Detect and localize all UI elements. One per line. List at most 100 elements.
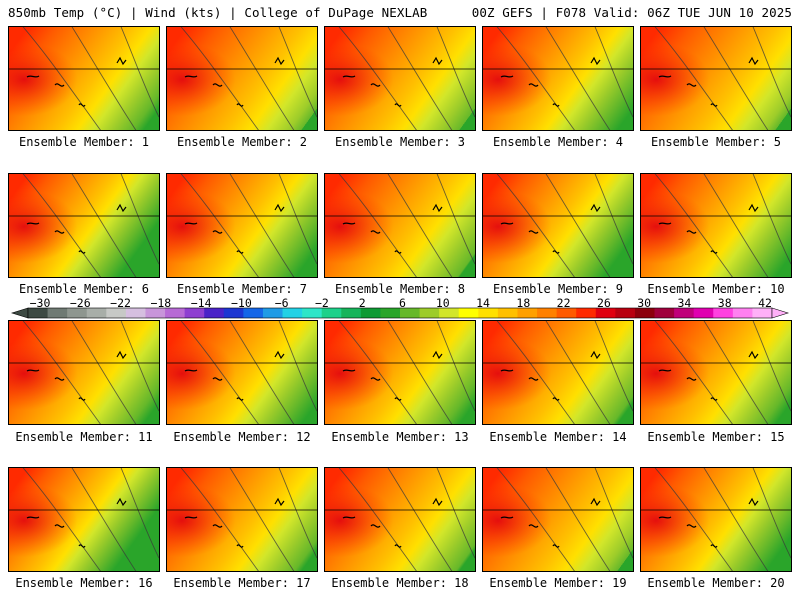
panel-label: Ensemble Member: 6 (18, 282, 150, 296)
colorbar-bin (282, 308, 303, 318)
colorbar-tick-label: −6 (274, 296, 289, 310)
colorbar-bin (145, 308, 166, 318)
ensemble-panel-13 (324, 320, 476, 425)
temperature-field-map (167, 321, 317, 424)
ensemble-panel-7 (166, 173, 318, 278)
ensemble-panel-20 (640, 467, 792, 572)
ensemble-panel-5 (640, 26, 792, 131)
ensemble-panel-15 (640, 320, 792, 425)
ensemble-panel-4 (482, 26, 634, 131)
colorbar-bin (732, 308, 753, 318)
colorbar-bin (400, 308, 421, 318)
colorbar-bin (67, 308, 88, 318)
colorbar-bin (517, 308, 538, 318)
model-run-valid-time: 00Z GEFS | F078 Valid: 06Z TUE JUN 10 20… (471, 5, 792, 20)
colorbar-bin (47, 308, 68, 318)
panel-label: Ensemble Member: 20 (647, 576, 785, 590)
panel-label: Ensemble Member: 4 (492, 135, 624, 149)
panel-label: Ensemble Member: 17 (173, 576, 311, 590)
colorbar-tick-label: 10 (435, 296, 450, 310)
panel-label: Ensemble Member: 3 (334, 135, 466, 149)
colorbar-bin (380, 308, 401, 318)
colorbar-bin (223, 308, 244, 318)
colorbar-min-arrow (10, 307, 29, 319)
colorbar-bin (556, 308, 577, 318)
panel-label: Ensemble Member: 12 (173, 430, 311, 444)
colorbar-tick-label: 30 (637, 296, 652, 310)
colorbar-bin (125, 308, 146, 318)
colorbar-tick-label: 38 (717, 296, 732, 310)
temperature-field-map (641, 468, 791, 571)
ensemble-panel-16 (8, 467, 160, 572)
temperature-field-map (167, 27, 317, 130)
panel-label: Ensemble Member: 13 (331, 430, 469, 444)
colorbar-tick-label: −10 (230, 296, 252, 310)
temperature-field-map (167, 174, 317, 277)
colorbar-tick-label: −18 (150, 296, 172, 310)
colorbar-bin (341, 308, 362, 318)
temperature-field-map (325, 321, 475, 424)
colorbar-bin (537, 308, 558, 318)
ensemble-panel-19 (482, 467, 634, 572)
colorbar-bin (165, 308, 186, 318)
colorbar-bin (243, 308, 264, 318)
temperature-field-map (167, 468, 317, 571)
colorbar-tick-label: 22 (556, 296, 571, 310)
chart-title: 850mb Temp (°C) | Wind (kts) | College o… (8, 5, 428, 20)
ensemble-panel-17 (166, 467, 318, 572)
ensemble-panel-14 (482, 320, 634, 425)
panel-label: Ensemble Member: 7 (176, 282, 308, 296)
colorbar-bin (360, 308, 381, 318)
temperature-field-map (483, 174, 633, 277)
colorbar-bin (634, 308, 656, 318)
panel-label: Ensemble Member: 15 (647, 430, 785, 444)
temperature-field-map (9, 321, 159, 424)
colorbar-bin (713, 308, 734, 318)
temperature-field-map (641, 321, 791, 424)
ensemble-panel-11 (8, 320, 160, 425)
colorbar-tick-label: 42 (758, 296, 772, 310)
panel-label: Ensemble Member: 9 (492, 282, 624, 296)
colorbar-bin (262, 308, 284, 318)
colorbar-bin (576, 308, 597, 318)
temperature-colorbar (10, 307, 790, 319)
colorbar-tick-label: −30 (29, 296, 51, 310)
colorbar-bin (204, 308, 225, 318)
colorbar-bin (419, 308, 440, 318)
colorbar-bin (615, 308, 636, 318)
colorbar-bin (674, 308, 695, 318)
colorbar-bin (106, 308, 127, 318)
temperature-field-map (641, 27, 791, 130)
temperature-field-map (9, 174, 159, 277)
panel-label: Ensemble Member: 8 (334, 282, 466, 296)
colorbar-tick-label: −22 (110, 296, 131, 310)
panel-label: Ensemble Member: 5 (650, 135, 782, 149)
colorbar-bin (752, 308, 773, 318)
ensemble-panel-8 (324, 173, 476, 278)
ensemble-panel-3 (324, 26, 476, 131)
temperature-field-map (325, 27, 475, 130)
colorbar-tick-label: −26 (69, 296, 91, 310)
colorbar-bin (595, 308, 616, 318)
panel-label: Ensemble Member: 18 (331, 576, 469, 590)
temperature-field-map (483, 27, 633, 130)
colorbar-tick-label: 18 (516, 296, 531, 310)
ensemble-panel-18 (324, 467, 476, 572)
panel-label: Ensemble Member: 19 (489, 576, 627, 590)
colorbar-bin (439, 308, 460, 318)
panel-label: Ensemble Member: 16 (15, 576, 153, 590)
panel-label: Ensemble Member: 11 (15, 430, 153, 444)
colorbar-bin (28, 308, 49, 318)
colorbar-bin (497, 308, 518, 318)
panel-label: Ensemble Member: 1 (18, 135, 150, 149)
colorbar-bin (321, 308, 342, 318)
ensemble-panel-1 (8, 26, 160, 131)
colorbar-tick-label: 14 (476, 296, 490, 310)
colorbar-bin (478, 308, 499, 318)
temperature-field-map (483, 321, 633, 424)
temperature-field-map (325, 174, 475, 277)
colorbar-bin (184, 308, 205, 318)
colorbar-tick-label: 2 (358, 296, 366, 310)
panel-label: Ensemble Member: 2 (176, 135, 308, 149)
temperature-field-map (483, 468, 633, 571)
